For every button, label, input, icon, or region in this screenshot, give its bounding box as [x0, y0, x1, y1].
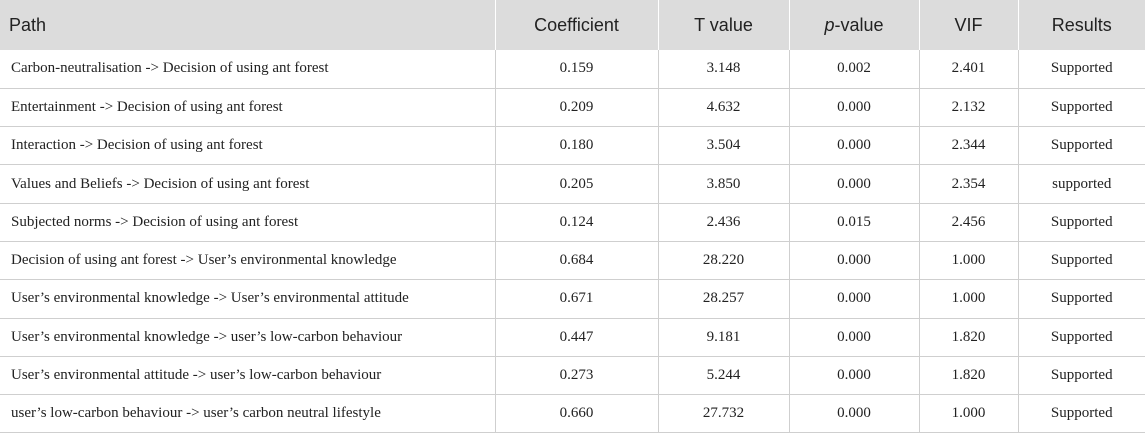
cell-path: Subjected norms -> Decision of using ant… [0, 203, 496, 242]
cell-results: Supported [1018, 50, 1145, 89]
cell-coefficient: 0.684 [495, 241, 659, 281]
cell-p-value: 0.000 [789, 356, 920, 396]
cell-t-value: 3.850 [658, 164, 790, 204]
table-row: Subjected norms -> Decision of using ant… [0, 203, 1145, 242]
cell-t-value: 28.257 [658, 279, 790, 319]
cell-results: supported [1018, 164, 1145, 204]
table-body: Carbon-neutralisation -> Decision of usi… [0, 50, 1145, 433]
cell-t-value: 2.436 [658, 203, 790, 242]
cell-coefficient: 0.159 [495, 50, 659, 89]
header-results: Results [1051, 14, 1112, 35]
table-row: User’s environmental knowledge -> User’s… [0, 279, 1145, 319]
table-row: User’s environmental attitude -> user’s … [0, 356, 1145, 396]
table-header: Path Coefficient T value p-value VIF Res… [0, 0, 1145, 50]
cell-results: Supported [1018, 356, 1145, 396]
cell-p-value: 0.000 [789, 279, 920, 319]
cell-results: Supported [1018, 88, 1145, 128]
cell-results: Supported [1018, 279, 1145, 319]
cell-p-value: 0.000 [789, 241, 920, 281]
cell-path: Interaction -> Decision of using ant for… [0, 126, 496, 166]
cell-p-value: 0.000 [789, 126, 920, 166]
cell-coefficient: 0.447 [495, 318, 659, 357]
table-row: User’s environmental knowledge -> user’s… [0, 318, 1145, 357]
cell-coefficient: 0.671 [495, 279, 659, 319]
cell-results: Supported [1018, 203, 1145, 242]
cell-path: user’s low-carbon behaviour -> user’s ca… [0, 394, 496, 433]
header-vif: VIF [919, 0, 1019, 50]
cell-results: Supported [1018, 394, 1145, 433]
header-coefficient: Coefficient [495, 0, 659, 50]
cell-p-value: 0.000 [789, 394, 920, 433]
cell-p-value: 0.000 [789, 88, 920, 128]
cell-results: Supported [1018, 126, 1145, 166]
header-path: Path [0, 0, 496, 50]
cell-t-value: 3.504 [658, 126, 790, 166]
cell-vif: 1.820 [919, 356, 1019, 396]
cell-vif: 1.000 [919, 394, 1019, 433]
cell-vif: 1.820 [919, 318, 1019, 357]
cell-path: User’s environmental attitude -> user’s … [0, 356, 496, 396]
table-row: Decision of using ant forest -> User’s e… [0, 241, 1145, 281]
cell-coefficient: 0.205 [495, 164, 659, 204]
cell-p-value: 0.000 [789, 318, 920, 357]
cell-coefficient: 0.209 [495, 88, 659, 128]
cell-path: Decision of using ant forest -> User’s e… [0, 241, 496, 281]
header-t-value: T value [658, 0, 790, 50]
cell-t-value: 27.732 [658, 394, 790, 433]
cell-t-value: 3.148 [658, 50, 790, 89]
cell-t-value: 5.244 [658, 356, 790, 396]
cell-path: User’s environmental knowledge -> user’s… [0, 318, 496, 357]
cell-vif: 2.344 [919, 126, 1019, 166]
cell-path: User’s environmental knowledge -> User’s… [0, 279, 496, 319]
header-p-value-rest: -value [834, 14, 884, 35]
cell-coefficient: 0.124 [495, 203, 659, 242]
cell-results: Supported [1018, 241, 1145, 281]
cell-vif: 1.000 [919, 279, 1019, 319]
cell-results: Supported [1018, 318, 1145, 357]
cell-p-value: 0.000 [789, 164, 920, 204]
header-p-value: p-value [789, 0, 920, 50]
cell-path: Entertainment -> Decision of using ant f… [0, 88, 496, 128]
cell-vif: 2.401 [919, 50, 1019, 89]
table-row: Values and Beliefs -> Decision of using … [0, 164, 1145, 204]
cell-vif: 2.354 [919, 164, 1019, 204]
cell-coefficient: 0.660 [495, 394, 659, 433]
cell-coefficient: 0.180 [495, 126, 659, 166]
header-row: Path Coefficient T value p-value VIF Res… [0, 0, 1145, 50]
cell-t-value: 4.632 [658, 88, 790, 128]
cell-path: Carbon-neutralisation -> Decision of usi… [0, 50, 496, 89]
cell-path: Values and Beliefs -> Decision of using … [0, 164, 496, 204]
cell-p-value: 0.015 [789, 203, 920, 242]
table-row: Carbon-neutralisation -> Decision of usi… [0, 50, 1145, 89]
table-row: Interaction -> Decision of using ant for… [0, 126, 1145, 166]
cell-p-value: 0.002 [789, 50, 920, 89]
cell-t-value: 28.220 [658, 241, 790, 281]
table-row: Entertainment -> Decision of using ant f… [0, 88, 1145, 128]
cell-vif: 1.000 [919, 241, 1019, 281]
cell-vif: 2.456 [919, 203, 1019, 242]
header-p-value-italic: p [824, 14, 835, 35]
cell-coefficient: 0.273 [495, 356, 659, 396]
table-row: user’s low-carbon behaviour -> user’s ca… [0, 394, 1145, 433]
cell-t-value: 9.181 [658, 318, 790, 357]
cell-vif: 2.132 [919, 88, 1019, 128]
